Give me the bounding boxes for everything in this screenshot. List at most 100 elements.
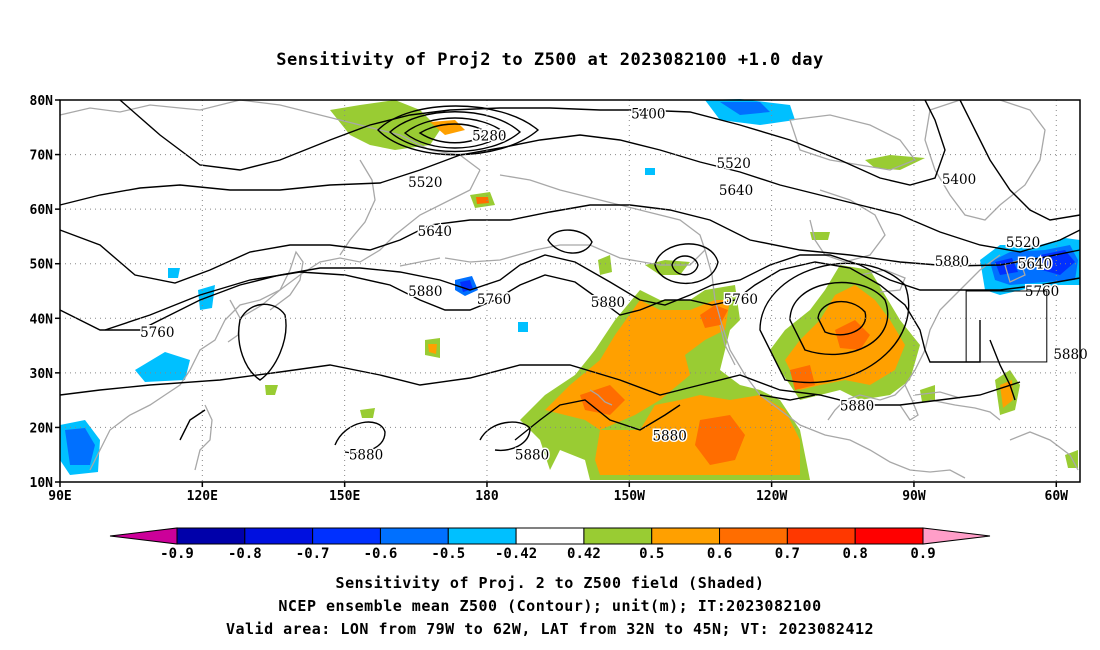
lat-tick-label-5: 30N <box>30 367 54 382</box>
colorbar-label-3: -0.6 <box>364 546 398 562</box>
contour-5280 <box>418 123 490 144</box>
coast-south-america <box>1009 431 1079 471</box>
colorbar-label-7: 0.5 <box>639 546 664 562</box>
shade-green-west-us <box>645 260 690 275</box>
contour-5880-s1 <box>334 421 386 454</box>
colorbar-box-4 <box>447 527 517 545</box>
contour-label-15: 5760 <box>140 325 174 341</box>
contour-label-3: 5640 <box>719 183 753 199</box>
coast-na-west <box>704 249 931 473</box>
shade-blue-spot2 <box>518 322 528 332</box>
colorbar-label-11: 0.9 <box>910 546 935 562</box>
colorbar-label-10: 0.8 <box>843 546 868 562</box>
lat-tick-label-0: 80N <box>30 94 54 109</box>
colorbar-box-6 <box>583 527 653 545</box>
coast-great-lakes <box>859 269 906 293</box>
contour-5760 <box>59 254 1081 331</box>
lat-tick-label-6: 20N <box>30 421 54 436</box>
contour-pacific-ring2 <box>654 243 719 285</box>
contour-label-13: 5880 <box>591 295 625 311</box>
shade-blue-eastchina <box>135 352 190 382</box>
lon-tick-label-6: 90W <box>902 489 926 504</box>
lon-tick-label-3: 180 <box>475 489 499 504</box>
footer-shading-description: Sensitivity of Proj. 2 to Z500 field (Sh… <box>335 574 765 592</box>
shade-green-spot1 <box>598 255 612 275</box>
shade-orange-spot2 <box>428 344 437 354</box>
contour-label-10: 5760 <box>1025 284 1059 300</box>
colorbar-label-4: -0.5 <box>431 546 465 562</box>
shade-darkblue-aleutian <box>460 280 473 292</box>
contour-label-14: 5760 <box>724 292 758 308</box>
latitude-axis: 80N 70N 60N 50N 40N 30N 20N 10N <box>30 94 60 491</box>
lon-tick-label-2: 150E <box>329 489 360 504</box>
shade-orange-spot3 <box>476 197 489 204</box>
shade-green-spot7 <box>265 385 278 395</box>
shade-darkblue-arctic <box>720 102 770 115</box>
coast-alaska <box>444 174 706 266</box>
lat-tick-label-3: 50N <box>30 258 54 273</box>
contour-label-16: 5880 <box>1053 347 1087 363</box>
contour-5400-east <box>959 99 1081 221</box>
colorbar-box-7 <box>651 527 721 545</box>
contour-label-17: 5880 <box>840 399 874 415</box>
contour-label-9: 5880 <box>935 254 969 270</box>
map-frame <box>59 99 1081 483</box>
colorbar-box-2 <box>312 527 381 545</box>
contour-us-ring2 <box>789 281 889 356</box>
lat-tick-label-4: 40N <box>30 312 54 327</box>
contour-label-11: 5880 <box>408 284 442 300</box>
contour-label-layer: 5400 5280 5520 5640 5400 5520 5640 5520 5640 5880… <box>139 105 1090 465</box>
colorbar-label-8: 0.6 <box>707 546 732 562</box>
contour-5280-ring3 <box>377 105 540 156</box>
contour-label-5: 5520 <box>408 175 442 191</box>
contour-5880-main <box>104 261 981 363</box>
coast-asia-north <box>59 99 481 171</box>
colorbar-low-extend <box>109 527 178 545</box>
contour-5880-s3 <box>514 399 681 441</box>
colorbar-box-5 <box>515 527 585 545</box>
contour-us-ring3 <box>759 262 910 384</box>
coast-central-america <box>929 469 966 479</box>
contour-5400 <box>119 99 946 186</box>
contour-label-12: 5760 <box>477 292 511 308</box>
coast-philippines <box>194 404 213 471</box>
contour-label-8: 5640 <box>1018 257 1052 273</box>
contour-pacific-ring3 <box>547 229 593 254</box>
colorbar-box-9 <box>786 527 856 545</box>
colorbar-label-0: -0.9 <box>160 546 194 562</box>
contour-label-0: 5400 <box>631 107 665 123</box>
contour-label-20: 5880 <box>515 448 549 464</box>
valid-area-box <box>965 290 1048 363</box>
colorbar-label-2: -0.7 <box>296 546 330 562</box>
coast-hawaii <box>589 389 613 406</box>
shade-blue-spot1 <box>168 268 180 278</box>
coast-kamchatka <box>339 159 376 256</box>
lon-tick-label-0: 90E <box>48 489 71 504</box>
lon-tick-label-1: 120E <box>187 489 218 504</box>
colorbar-label-6: 0.42 <box>567 546 601 562</box>
contour-5640 <box>59 204 1081 284</box>
z500-contours <box>59 99 1081 454</box>
lat-tick-label-2: 60N <box>30 203 54 218</box>
contour-5280-ring1 <box>403 117 507 149</box>
colorbar-box-8 <box>719 527 788 545</box>
longitude-axis: 90E 120E 150E 180 150W 120W 90W 60W <box>48 482 1068 504</box>
coast-aleutians <box>399 257 441 267</box>
contour-us-ring1 <box>817 300 867 336</box>
coast-hudson <box>809 189 886 263</box>
colorbar: -0.9 -0.8 -0.7 -0.6 -0.5 -0.42 0.42 0.5 0.6 0.7 0.… <box>109 527 991 562</box>
coast-cuba <box>914 391 961 399</box>
shade-midblue-southchina <box>65 428 95 465</box>
contour-label-18: 5880 <box>652 429 686 445</box>
colorbar-label-1: -0.8 <box>228 546 262 562</box>
contour-label-2: 5520 <box>716 156 750 172</box>
contour-label-7: 5520 <box>1006 235 1040 251</box>
shade-blue-spot3 <box>645 168 655 175</box>
coast-greenland <box>924 99 1046 221</box>
contour-5880-s5 <box>989 339 1016 401</box>
footer-valid-area: Valid area: LON from 79W to 62W, LAT fro… <box>225 620 875 638</box>
lat-tick-label-1: 70N <box>30 149 54 164</box>
colorbar-box-1 <box>244 527 314 545</box>
contour-label-6: 5640 <box>418 224 452 240</box>
